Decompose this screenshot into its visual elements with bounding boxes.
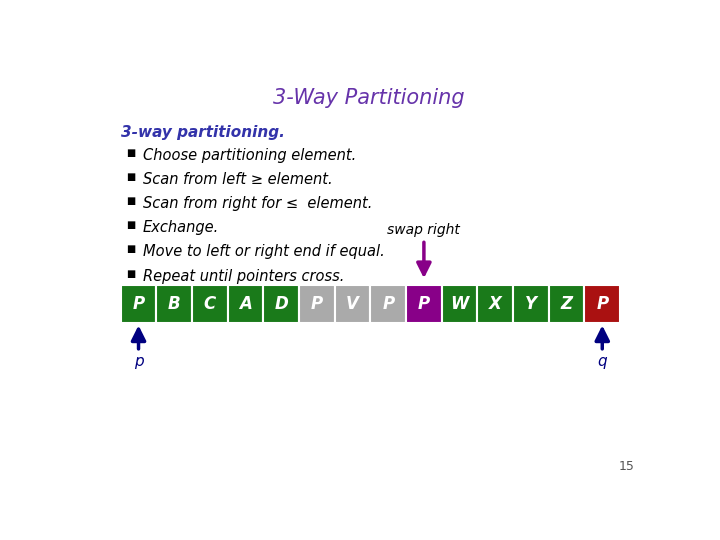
Bar: [121, 285, 156, 322]
Bar: [192, 285, 228, 322]
Text: P: P: [418, 295, 430, 313]
Text: 3-way partitioning.: 3-way partitioning.: [121, 125, 284, 140]
Text: Move to left or right end if equal.: Move to left or right end if equal.: [143, 245, 384, 259]
Text: Choose partitioning element.: Choose partitioning element.: [143, 148, 356, 163]
Bar: [477, 285, 513, 322]
Text: 3-Way Partitioning: 3-Way Partitioning: [273, 87, 465, 107]
Text: Y: Y: [525, 295, 537, 313]
Text: ■: ■: [126, 245, 135, 254]
Text: Exchange.: Exchange.: [143, 220, 220, 235]
Text: B: B: [168, 295, 181, 313]
Text: ■: ■: [126, 172, 135, 182]
Bar: [370, 285, 406, 322]
Text: Repeat until pointers cross.: Repeat until pointers cross.: [143, 268, 344, 284]
Bar: [264, 285, 299, 322]
Text: V: V: [346, 295, 359, 313]
Text: A: A: [239, 295, 252, 313]
Bar: [513, 285, 549, 322]
Bar: [156, 285, 192, 322]
Text: ■: ■: [126, 268, 135, 279]
Bar: [549, 285, 585, 322]
Text: X: X: [489, 295, 502, 313]
Bar: [442, 285, 477, 322]
Text: D: D: [274, 295, 288, 313]
Text: Scan from left ≥ element.: Scan from left ≥ element.: [143, 172, 333, 187]
Text: q: q: [598, 354, 607, 369]
Text: ■: ■: [126, 196, 135, 206]
Bar: [335, 285, 370, 322]
Text: p: p: [134, 354, 143, 369]
Bar: [299, 285, 335, 322]
Text: P: P: [596, 295, 608, 313]
Text: W: W: [451, 295, 469, 313]
Text: ■: ■: [126, 220, 135, 230]
Text: P: P: [132, 295, 145, 313]
Bar: [228, 285, 264, 322]
Text: swap right: swap right: [387, 224, 460, 238]
Text: Z: Z: [561, 295, 572, 313]
Text: P: P: [382, 295, 395, 313]
Bar: [406, 285, 442, 322]
Text: ■: ■: [126, 148, 135, 158]
Text: Scan from right for ≤  element.: Scan from right for ≤ element.: [143, 196, 372, 211]
Text: P: P: [311, 295, 323, 313]
Text: C: C: [204, 295, 216, 313]
Bar: [585, 285, 620, 322]
Text: 15: 15: [618, 460, 634, 473]
